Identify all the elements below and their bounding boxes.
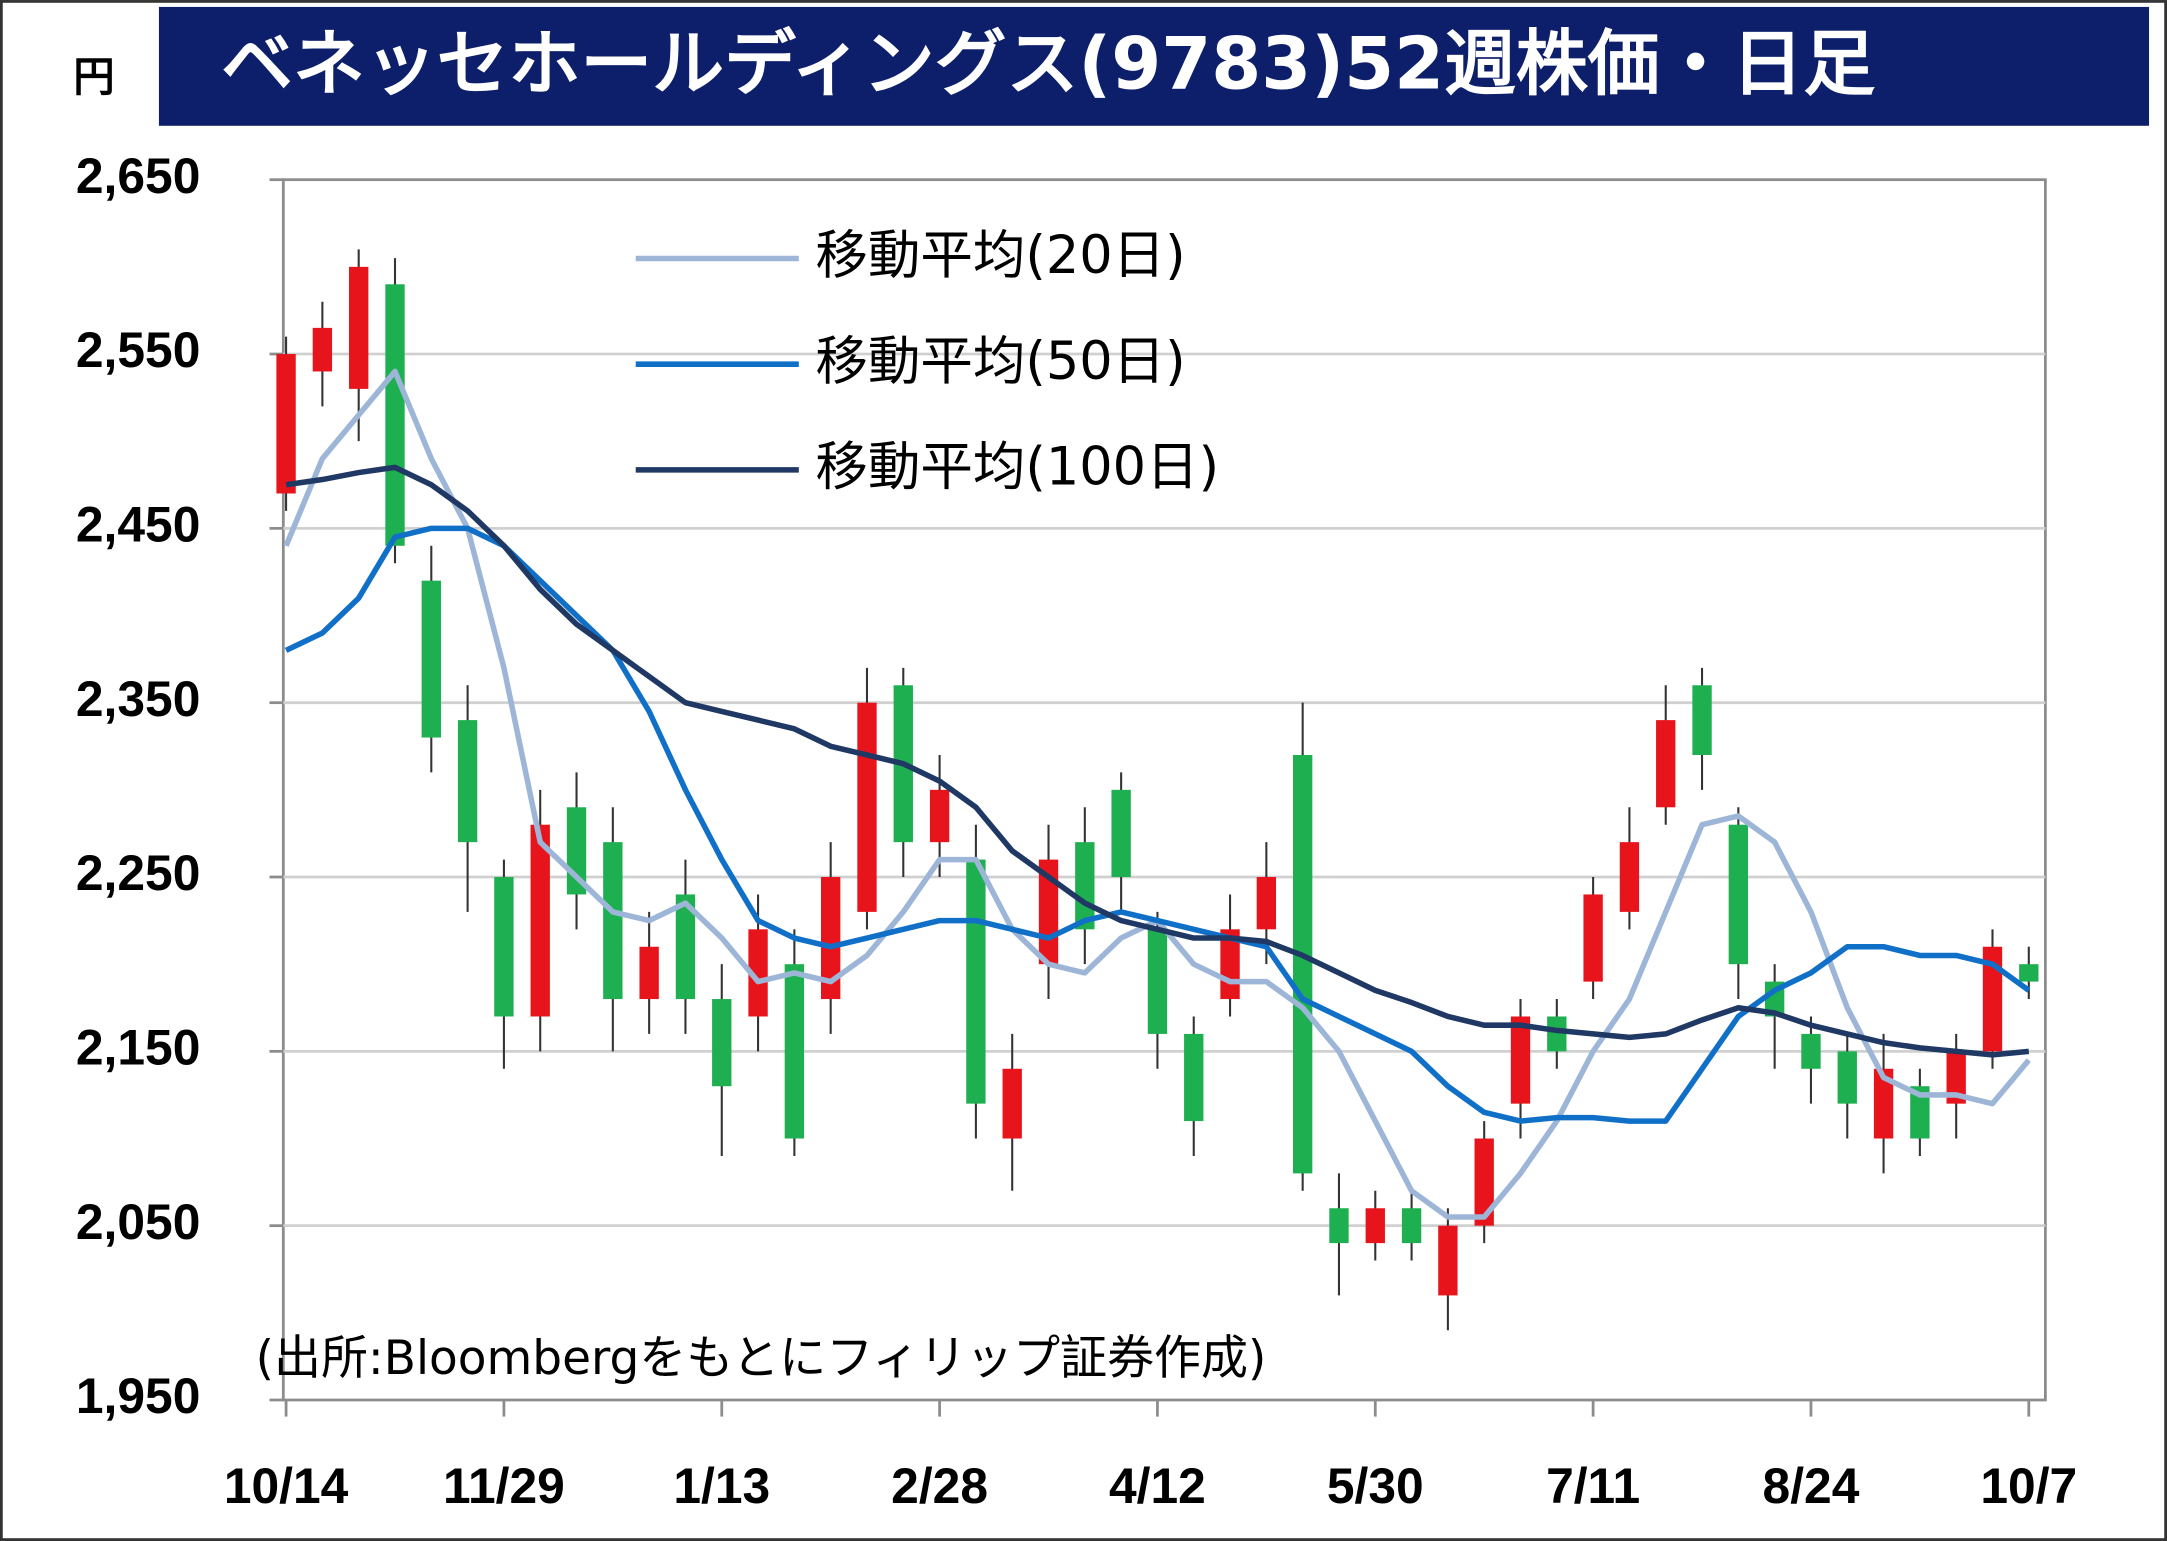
- x-tick-label: 10/7: [1980, 1458, 2077, 1514]
- y-tick-label: 2,550: [76, 322, 201, 378]
- candle-body: [312, 327, 333, 372]
- candle-body: [857, 702, 877, 912]
- candle-body: [1873, 1068, 1894, 1139]
- candle-body: [966, 859, 986, 1104]
- candle-body: [1002, 1068, 1022, 1139]
- candle-body: [1474, 1138, 1494, 1226]
- candle-body: [1111, 789, 1131, 878]
- candle-body: [1329, 1208, 1349, 1244]
- candle-body: [1982, 946, 2003, 1052]
- candle-body: [675, 894, 696, 1000]
- candle-body: [1692, 685, 1712, 755]
- y-tick-label: 1,950: [76, 1368, 201, 1424]
- candle-body: [1910, 1086, 1930, 1139]
- candle-body: [1438, 1225, 1458, 1296]
- chart-title: ベネッセホールディングス(9783)52週株価・日足: [221, 22, 1875, 106]
- y-tick-label: 2,150: [76, 1019, 201, 1075]
- candle-body: [2019, 964, 2039, 982]
- candle-body: [1583, 894, 1603, 982]
- candle-body: [1365, 1208, 1385, 1244]
- candle-body: [276, 354, 296, 494]
- candle-body: [712, 999, 732, 1087]
- candle-body: [457, 720, 478, 843]
- candle-body: [1147, 929, 1168, 1034]
- x-tick-label: 11/29: [443, 1458, 565, 1514]
- candle-body: [1837, 1051, 1857, 1104]
- x-tick-label: 8/24: [1763, 1458, 1860, 1514]
- unit-label: 円: [73, 53, 114, 101]
- x-tick-label: 7/11: [1546, 1458, 1640, 1514]
- x-tick-label: 2/28: [891, 1458, 988, 1514]
- candle-body: [821, 877, 841, 1000]
- candle-body: [603, 842, 623, 1000]
- candle-body: [530, 824, 550, 1017]
- candle-body: [421, 580, 441, 738]
- candle-body: [748, 929, 768, 1017]
- legend-label: 移動平均(100日): [815, 437, 1219, 498]
- y-tick-label: 2,650: [76, 148, 201, 204]
- candle-body: [1256, 877, 1277, 930]
- candle-body: [494, 877, 514, 1017]
- y-tick-label: 2,450: [76, 496, 201, 552]
- candle-body: [1656, 720, 1676, 808]
- ma-line: [285, 464, 2030, 1058]
- candle-body: [1801, 1033, 1821, 1069]
- candle-body: [385, 284, 405, 546]
- candle-body: [784, 964, 805, 1139]
- candle-body: [1510, 1016, 1531, 1104]
- candle-body: [1292, 754, 1313, 1174]
- y-tick-label: 2,250: [76, 845, 201, 901]
- candle-body: [349, 266, 369, 389]
- x-tick-label: 4/12: [1109, 1458, 1206, 1514]
- candle-body: [929, 789, 950, 843]
- y-tick-label: 2,350: [76, 671, 201, 727]
- title-bar: [158, 6, 2150, 126]
- candle-body: [1946, 1051, 1966, 1104]
- ma-line: [284, 525, 2031, 1124]
- candle-body: [1184, 1033, 1204, 1122]
- x-tick-label: 10/14: [224, 1458, 349, 1514]
- y-tick-label: 2,050: [76, 1194, 201, 1250]
- candle-body: [639, 946, 659, 1000]
- candle-body: [1401, 1208, 1422, 1244]
- legend-label: 移動平均(50日): [815, 331, 1185, 392]
- x-tick-label: 1/13: [673, 1458, 770, 1514]
- x-tick-label: 5/30: [1327, 1458, 1424, 1514]
- legend-label: 移動平均(20日): [815, 225, 1185, 286]
- candle-body: [1728, 824, 1749, 965]
- candle-body: [1619, 842, 1640, 912]
- candle-body: [1547, 1016, 1567, 1052]
- source-note: (出所:Bloombergをもとにフィリップ証券作成): [256, 1331, 1267, 1386]
